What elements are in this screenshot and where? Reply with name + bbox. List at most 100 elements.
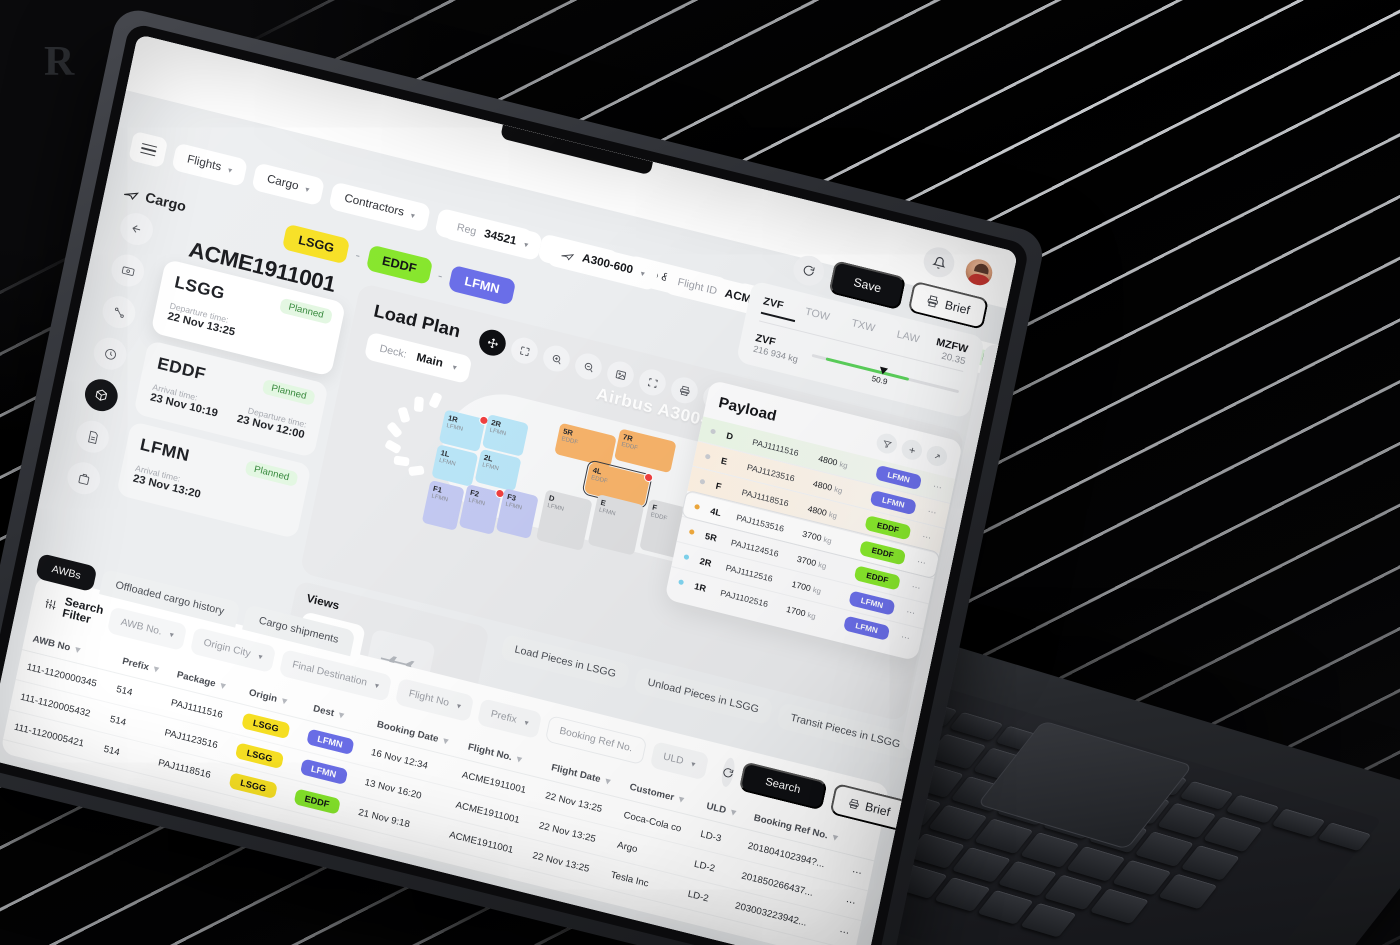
- payload-position: 4L: [709, 505, 723, 518]
- row-menu-icon[interactable]: ⋯: [932, 480, 944, 493]
- move-icon[interactable]: [476, 326, 509, 359]
- row-menu-icon[interactable]: ⋯: [838, 925, 851, 939]
- screen: Save Brief: [0, 34, 1018, 945]
- filter-label: Origin City: [202, 636, 252, 660]
- aircraft-value: A300-600: [581, 252, 635, 277]
- filter-icon[interactable]: ▾: [337, 709, 345, 722]
- brief-button[interactable]: Brief: [907, 280, 990, 331]
- filter-icon[interactable]: ▾: [515, 753, 523, 766]
- position-dest: LFMN: [504, 502, 523, 512]
- filter-prefix[interactable]: Prefix ▾: [477, 697, 543, 739]
- load-plan-panel: Load Plan Deck: Main ▾: [299, 282, 965, 723]
- filter-icon[interactable]: ▾: [442, 735, 450, 748]
- zoom-in-icon[interactable]: [540, 342, 573, 375]
- keyboard-key: [1020, 902, 1077, 938]
- filter-icon[interactable]: ▾: [152, 663, 160, 676]
- aircraft-field[interactable]: A300-600 ▾: [546, 236, 660, 291]
- expand-icon[interactable]: [508, 334, 541, 367]
- row-menu-icon[interactable]: ⋯: [916, 556, 928, 569]
- status-dot: [704, 453, 711, 460]
- row-menu-icon[interactable]: ⋯: [921, 530, 934, 543]
- airplane-side-icon: [380, 656, 415, 672]
- dest-chip: LFMN: [299, 758, 348, 785]
- filter-label: AWB No.: [119, 616, 163, 638]
- deck-value: Main: [415, 351, 444, 370]
- row-menu-icon[interactable]: ⋯: [900, 631, 912, 644]
- filter-icon[interactable]: ▾: [604, 775, 612, 788]
- sidebar-item-payments[interactable]: [108, 251, 148, 290]
- nav-item-label: Flights: [185, 153, 223, 174]
- chevron-down-icon: ▾: [168, 629, 175, 640]
- print-icon[interactable]: [668, 374, 701, 407]
- filter-icon[interactable]: [874, 431, 899, 456]
- zoom-out-icon[interactable]: [572, 350, 605, 383]
- dest-chip: LFMN: [305, 728, 355, 755]
- weight-tab-law[interactable]: LAW: [895, 328, 921, 346]
- position-dest: LFMN: [445, 423, 464, 434]
- expand-icon[interactable]: [924, 443, 949, 469]
- sidebar-item-routes[interactable]: [99, 292, 139, 332]
- filter-label: Flight No: [407, 687, 451, 709]
- filter-flight-no[interactable]: Flight No ▾: [395, 677, 475, 722]
- primary-actions: Save Brief: [790, 251, 990, 331]
- filter-label: Prefix: [489, 708, 518, 726]
- chevron-down-icon: ▾: [304, 184, 311, 194]
- sidebar-item-loadplan[interactable]: [82, 375, 121, 415]
- nav-item-contractors[interactable]: Contractors ▾: [328, 181, 431, 233]
- route-chip-LFMN[interactable]: LFMN: [448, 264, 517, 306]
- cargo-position-D[interactable]: D LFMN: [535, 489, 593, 551]
- brand[interactable]: Cargo: [122, 184, 188, 214]
- filter-icon[interactable]: ▾: [729, 806, 737, 819]
- plus-icon[interactable]: [899, 437, 924, 462]
- sidebar-item-schedule[interactable]: [90, 334, 130, 374]
- row-menu-icon[interactable]: ⋯: [844, 895, 857, 909]
- nav-item-flights[interactable]: Flights ▾: [171, 142, 248, 188]
- payload-position: F: [714, 480, 723, 492]
- sidebar-item-baggage[interactable]: [64, 458, 103, 498]
- sidebar-item-documents[interactable]: [73, 417, 112, 457]
- arrow-left-icon[interactable]: [117, 209, 156, 249]
- chevron-down-icon: ▾: [523, 239, 530, 250]
- status-dot: [694, 503, 701, 510]
- origin-chip: LSGG: [241, 712, 291, 740]
- filter-uld[interactable]: ULD ▾: [649, 740, 710, 780]
- frame-icon[interactable]: [636, 366, 669, 399]
- filter-icon[interactable]: ▾: [677, 793, 685, 806]
- cargo-position-F3[interactable]: F3 LFMN: [495, 488, 539, 540]
- route-chip-EDDF[interactable]: EDDF: [365, 244, 433, 285]
- cargo-position-F1[interactable]: F1 LFMN: [421, 479, 465, 531]
- row-menu-icon[interactable]: ⋯: [851, 865, 863, 879]
- weight-tab-tow[interactable]: TOW: [804, 305, 831, 324]
- image-icon[interactable]: [604, 358, 637, 391]
- refresh-icon[interactable]: [790, 252, 827, 289]
- filter-icon[interactable]: ▾: [74, 644, 82, 657]
- row-menu-icon[interactable]: ⋯: [910, 581, 923, 594]
- airplane-icon: [122, 184, 140, 202]
- row-menu-icon[interactable]: ⋯: [905, 606, 918, 619]
- hamburger-icon[interactable]: [128, 130, 169, 169]
- weight-tab-txw[interactable]: TXW: [850, 317, 877, 335]
- reg-field[interactable]: Reg 34521 ▾: [442, 210, 544, 262]
- position-dest: LFMN: [546, 503, 565, 514]
- filter-icon[interactable]: ▾: [831, 832, 839, 844]
- cargo-position-F2[interactable]: F2 LFMN: [458, 484, 506, 535]
- route-chip-LSGG[interactable]: LSGG: [281, 223, 351, 265]
- refresh-icon[interactable]: [719, 756, 737, 789]
- payload-position: 5R: [704, 530, 718, 543]
- nav-item-cargo[interactable]: Cargo ▾: [251, 162, 326, 207]
- avatar[interactable]: [960, 254, 998, 291]
- filter-icon[interactable]: ▾: [219, 680, 227, 693]
- gauge-fill: [825, 357, 910, 381]
- filter-label: ULD: [662, 750, 685, 767]
- row-menu-icon[interactable]: ⋯: [926, 505, 939, 518]
- filter-icon[interactable]: ▾: [280, 695, 288, 708]
- position-dest: EDDF: [620, 442, 639, 453]
- table-brief-button[interactable]: Brief: [829, 782, 910, 832]
- cell-row-menu: ⋯: [828, 914, 862, 945]
- view-card-side[interactable]: Side: [363, 628, 436, 693]
- weight-tab-zvf[interactable]: ZVF: [762, 295, 785, 312]
- bell-icon[interactable]: [920, 244, 958, 281]
- search-button[interactable]: Search: [738, 761, 828, 811]
